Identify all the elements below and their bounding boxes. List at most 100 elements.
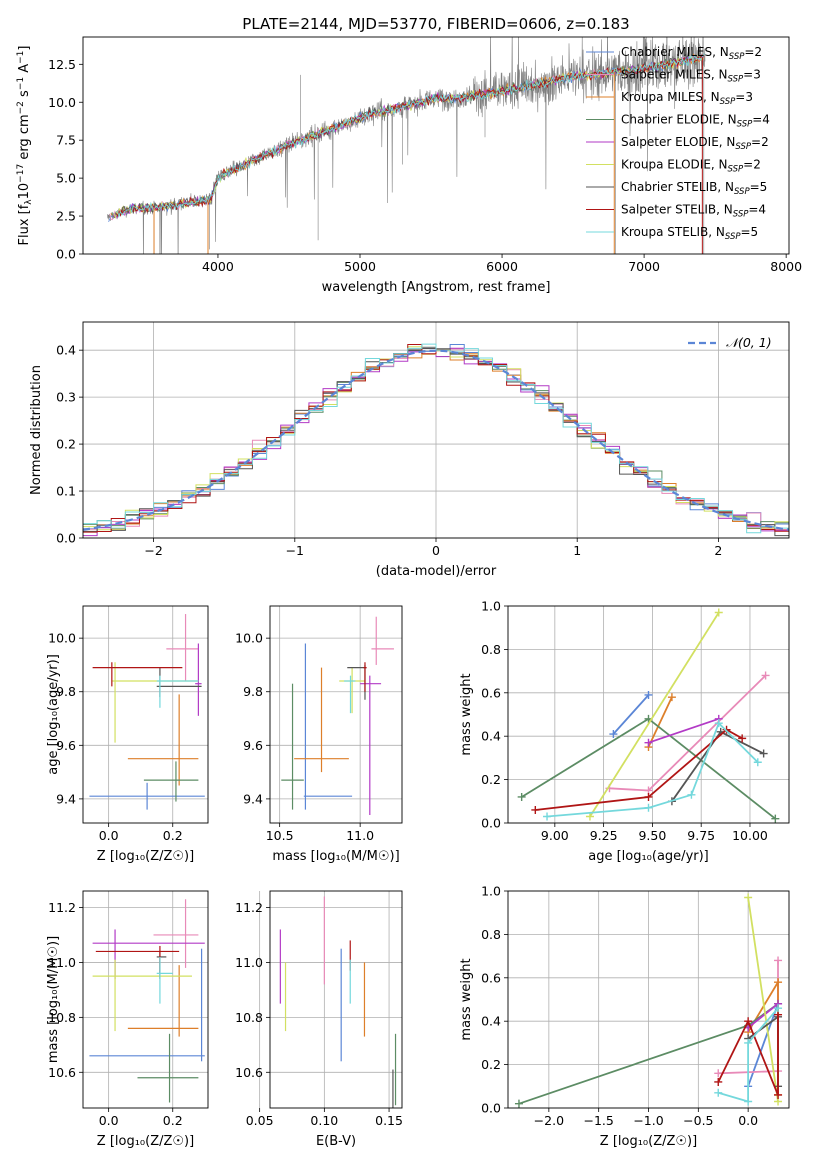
y-tick-label: 10.6 bbox=[235, 1065, 263, 1080]
x-tick-label: −1.5 bbox=[583, 1113, 613, 1128]
x-tick-label: −1.0 bbox=[633, 1113, 663, 1128]
y-tick-label: 11.2 bbox=[48, 900, 76, 915]
legend-label-2: Kroupa MILES, NSSP=3 bbox=[621, 90, 753, 107]
data-point-3 bbox=[137, 1033, 199, 1103]
y-tick-label: 10.0 bbox=[48, 631, 76, 646]
legend-label-main: Salpeter STELIB, N bbox=[621, 203, 733, 217]
x-tick-label: −2.0 bbox=[534, 1113, 564, 1128]
histogram-8 bbox=[83, 343, 789, 534]
weight-line-4 bbox=[747, 1003, 779, 1029]
x-tick-label: 10.5 bbox=[266, 828, 294, 843]
y-axis-label-part: −1 bbox=[16, 77, 26, 90]
weight-marker bbox=[774, 1090, 783, 1099]
weight-marker bbox=[774, 1004, 783, 1013]
weight-marker bbox=[585, 812, 594, 821]
plot-area bbox=[517, 608, 780, 823]
y-axis-label: Flux [fλ10−17 erg cm−2 s−1 A−1] bbox=[16, 46, 34, 246]
legend-label-7: Salpeter STELIB, NSSP=4 bbox=[621, 203, 766, 220]
data-point-0 bbox=[89, 948, 205, 1062]
legend-label-normal: 𝒩(0, 1) bbox=[726, 335, 772, 350]
y-axis-label-part: λ bbox=[24, 199, 34, 205]
weight-marker bbox=[543, 812, 552, 821]
y-axis-label-part: erg cm bbox=[17, 114, 32, 163]
y-axis-label: mass weight bbox=[459, 673, 474, 755]
y-tick-label: 9.8 bbox=[56, 684, 76, 699]
weight-marker bbox=[609, 730, 618, 739]
legend-label-sub: SSP bbox=[728, 165, 744, 175]
legend-label-8: Kroupa STELIB, NSSP=5 bbox=[621, 225, 758, 242]
weight-marker bbox=[714, 719, 723, 728]
y-axis-label: mass weight bbox=[459, 958, 474, 1040]
y-tick-label: 0.2 bbox=[481, 772, 501, 787]
axes-frame bbox=[507, 890, 790, 1109]
x-tick-label: 0.0 bbox=[738, 1113, 758, 1128]
legend-label-n: =3 bbox=[735, 90, 753, 104]
legend-label-n: =5 bbox=[750, 180, 768, 194]
plot-area bbox=[106, 37, 706, 254]
weight-marker bbox=[744, 893, 753, 902]
weight-marker bbox=[644, 792, 653, 801]
weight-line-5 bbox=[747, 897, 779, 1102]
axes-frame bbox=[82, 36, 790, 255]
x-tick-label: 0.05 bbox=[246, 1113, 274, 1128]
x-tick-label: −2 bbox=[144, 543, 162, 558]
weight-marker bbox=[738, 734, 747, 743]
y-tick-label: 0.0 bbox=[56, 531, 76, 546]
legend-label-main: Kroupa STELIB, N bbox=[621, 225, 725, 239]
y-tick-label: 9.6 bbox=[56, 738, 76, 753]
data-point-5 bbox=[92, 959, 192, 1032]
y-axis-label: mass [log₁₀(M/M☉)] bbox=[46, 936, 61, 1063]
weight-line-8 bbox=[718, 1007, 779, 1103]
y-axis-label: age [log₁₀(age/yr)] bbox=[46, 654, 61, 775]
plot-area bbox=[83, 343, 789, 537]
y-axis-label-part: 10 bbox=[17, 183, 32, 200]
figure-title: PLATE=2144, MJD=53770, FIBERID=0606, z=0… bbox=[242, 15, 629, 33]
plot-area bbox=[279, 896, 397, 1108]
weight-line-7 bbox=[717, 1014, 779, 1096]
weight-marker bbox=[744, 1017, 753, 1026]
weight-marker bbox=[774, 956, 783, 965]
axes-frame bbox=[269, 605, 403, 824]
x-tick-label: 9.50 bbox=[638, 828, 666, 843]
legend-label-sub: SSP bbox=[725, 232, 741, 242]
y-tick-label: 9.8 bbox=[243, 684, 263, 699]
weight-marker bbox=[774, 978, 783, 987]
weight-marker bbox=[714, 1069, 723, 1078]
legend-label-main: Chabrier STELIB, N bbox=[621, 180, 734, 194]
plot-area bbox=[514, 893, 783, 1108]
y-axis-label-part: A bbox=[17, 64, 32, 77]
y-axis-label: Normed distribution bbox=[29, 365, 44, 495]
weight-line-5 bbox=[589, 612, 720, 817]
x-tick-label: 0.0 bbox=[99, 828, 119, 843]
x-tick-label: 0.0 bbox=[99, 1113, 119, 1128]
legend-label-3: Chabrier ELODIE, NSSP=4 bbox=[621, 113, 770, 130]
y-tick-label: 10.0 bbox=[48, 95, 76, 110]
weight-marker bbox=[531, 805, 540, 814]
y-axis-label-part: −1 bbox=[16, 51, 26, 64]
data-point-2 bbox=[294, 667, 349, 773]
weight-marker bbox=[744, 1097, 753, 1106]
axes-frame bbox=[507, 605, 790, 824]
x-tick-label: 0.2 bbox=[163, 1113, 183, 1128]
data-point-1 bbox=[166, 614, 199, 682]
x-tick-label: 7000 bbox=[628, 259, 660, 274]
legend-label-sub: SSP bbox=[720, 97, 736, 107]
weight-marker bbox=[744, 1038, 753, 1047]
y-tick-label: 9.4 bbox=[56, 791, 76, 806]
weight-marker bbox=[714, 1088, 723, 1097]
plot-area bbox=[281, 616, 394, 815]
data-point-4 bbox=[360, 675, 382, 815]
x-tick-label: 10.00 bbox=[732, 828, 768, 843]
weight-line-3 bbox=[521, 717, 776, 820]
plot-area bbox=[89, 614, 205, 810]
x-tick-label: 2 bbox=[714, 543, 722, 558]
y-tick-label: 0.4 bbox=[481, 1014, 501, 1029]
x-tick-label: 0.2 bbox=[163, 828, 183, 843]
y-tick-label: 1.0 bbox=[481, 884, 501, 899]
weight-marker bbox=[644, 738, 653, 747]
y-tick-label: 11.0 bbox=[235, 955, 263, 970]
legend-label-sub: SSP bbox=[728, 75, 744, 85]
x-axis-label: E(B-V) bbox=[316, 1134, 356, 1149]
data-point-4 bbox=[195, 643, 202, 716]
